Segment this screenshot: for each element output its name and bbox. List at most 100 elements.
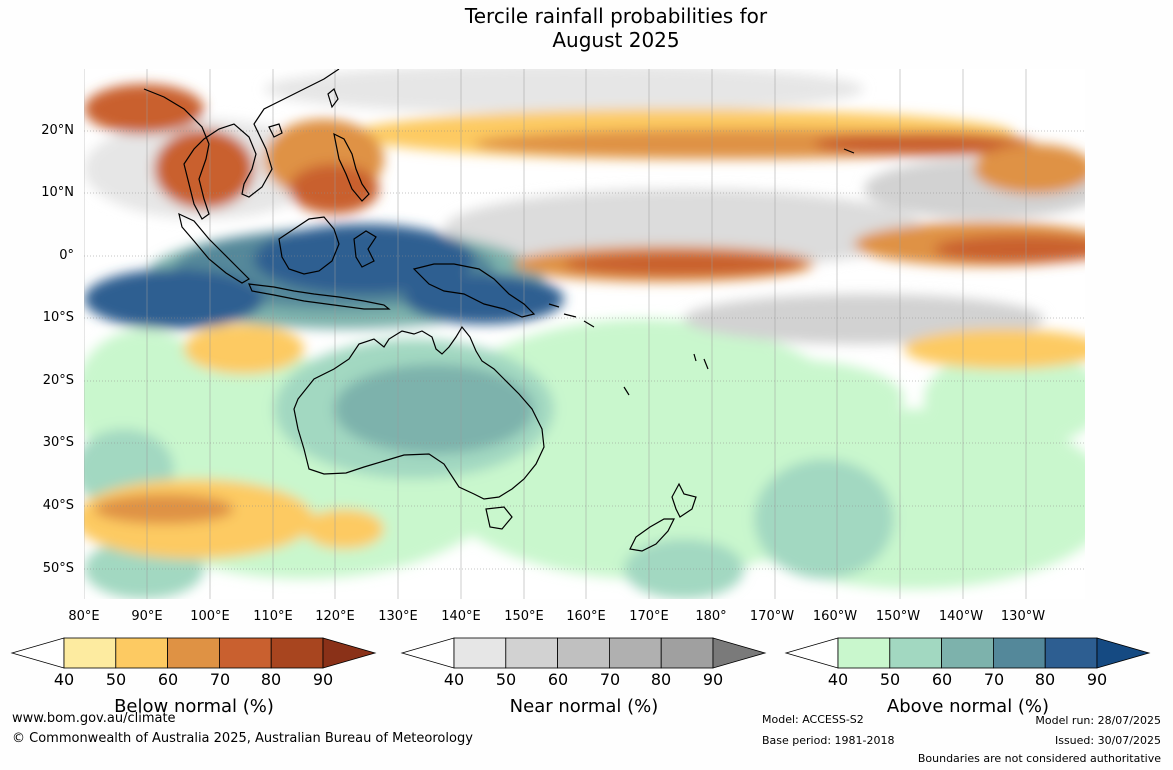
- legend-above-colorbar: [784, 637, 1151, 669]
- legend-near-colorbar: [400, 637, 767, 669]
- legend-above-swatch: [941, 637, 994, 669]
- model-run-date: Model run: 28/07/2025: [1035, 714, 1161, 727]
- lon-label-130e: 130°E: [378, 609, 418, 624]
- java-coastline: [248, 283, 391, 310]
- lat-label-20s: 20°S: [42, 373, 74, 388]
- lon-label-90e: 90°E: [131, 609, 163, 624]
- legend-below-swatch: [270, 637, 324, 669]
- legend-above-tick: 80: [1034, 670, 1056, 689]
- legend-below-tick: 80: [260, 670, 282, 689]
- lon-label-140w: 140°W: [938, 609, 984, 624]
- legend-near-title: Near normal (%): [509, 696, 659, 717]
- southeast-asia-coastline: [143, 69, 340, 220]
- legend-near-tick: 80: [650, 670, 672, 689]
- legend-near-high-arrow: [712, 637, 767, 669]
- website-link[interactable]: www.bom.gov.au/climate: [12, 711, 176, 726]
- legend-below-low-arrow: [10, 637, 65, 669]
- lon-label-180: 180°: [695, 609, 727, 624]
- legend-above-swatch: [1044, 637, 1098, 669]
- chart-title: Tercile rainfall probabilities for Augus…: [0, 4, 1173, 52]
- legend-near-swatch: [608, 637, 662, 669]
- new-zealand-coastline: [629, 482, 697, 552]
- lon-label-160w: 160°W: [812, 609, 858, 624]
- sumatra-coastline: [178, 212, 250, 284]
- legend-above-tick: 40: [827, 670, 849, 689]
- legend-below-tick: 70: [209, 670, 231, 689]
- philippines-coastline: [333, 132, 370, 202]
- base-period: Base period: 1981-2018: [762, 734, 895, 747]
- taiwan-coastline: [327, 88, 339, 109]
- legend-above-swatch: [889, 637, 943, 669]
- legend-near-tick: 40: [443, 670, 465, 689]
- lon-label-150e: 150°E: [504, 609, 544, 624]
- issued-date: Issued: 30/07/2025: [1054, 734, 1161, 747]
- copyright-text: © Commonwealth of Australia 2025, Austra…: [12, 731, 473, 746]
- lon-label-80e: 80°E: [68, 609, 100, 624]
- legend-above-tick: 90: [1086, 670, 1108, 689]
- lon-label-120e: 120°E: [315, 609, 355, 624]
- lon-label-170e: 170°E: [629, 609, 669, 624]
- legend-above-title: Above normal (%): [886, 696, 1050, 717]
- lat-label-50s: 50°S: [42, 561, 74, 576]
- legend-near-swatch: [453, 637, 507, 669]
- legend-below-tick: 90: [312, 670, 334, 689]
- legend-above-low-arrow: [784, 637, 839, 669]
- lat-label-0: 0°: [59, 248, 74, 263]
- legend-below-swatch: [218, 637, 272, 669]
- lat-label-20n: 20°N: [41, 123, 74, 138]
- lat-label-10n: 10°N: [41, 185, 74, 200]
- boundaries-disclaimer: Boundaries are not considered authoritat…: [917, 752, 1161, 765]
- legend-above-tick: 50: [879, 670, 901, 689]
- legend-below-title: Below normal (%): [114, 696, 274, 717]
- legend-near-swatch: [505, 637, 559, 669]
- latitude-gridlines: [84, 130, 1085, 570]
- probability-field: [84, 69, 1085, 599]
- lat-label-30s: 30°S: [42, 435, 74, 450]
- legend-above-normal: [784, 636, 1151, 670]
- legend-below-swatch: [167, 637, 220, 669]
- legend-near-normal: [400, 636, 767, 670]
- legend-near-tick: 50: [495, 670, 517, 689]
- legend-below-tick: 50: [105, 670, 127, 689]
- legend-near-tick: 70: [599, 670, 621, 689]
- lat-label-10s: 10°S: [42, 310, 74, 325]
- coastlines: [143, 69, 855, 552]
- lon-label-150w: 150°W: [875, 609, 921, 624]
- legend-above-swatch: [992, 637, 1046, 669]
- pacific-islands-coastline: [548, 148, 855, 396]
- legend-near-swatch: [660, 637, 714, 669]
- legend-near-tick: 90: [702, 670, 724, 689]
- legend-above-tick: 70: [983, 670, 1005, 689]
- legend-near-low-arrow: [400, 637, 455, 669]
- borneo-coastline: [278, 216, 340, 275]
- new-guinea-coastline: [412, 263, 536, 318]
- legend-above-tick: 60: [931, 670, 953, 689]
- legend-near-tick: 60: [547, 670, 569, 689]
- lon-label-160e: 160°E: [566, 609, 606, 624]
- legend-below-tick: 60: [157, 670, 179, 689]
- legend-below-tick: 40: [53, 670, 75, 689]
- rainfall-probability-map: [84, 69, 1085, 599]
- legend-above-swatch: [837, 637, 891, 669]
- legend-below-colorbar: [10, 637, 377, 669]
- legend-below-swatch: [115, 637, 169, 669]
- lon-label-110e: 110°E: [253, 609, 293, 624]
- sulawesi-coastline: [353, 230, 377, 268]
- hainan-coastline: [268, 123, 283, 138]
- australia-coastline: [293, 325, 545, 500]
- legend-above-high-arrow: [1096, 637, 1151, 669]
- title-line-1: Tercile rainfall probabilities for: [464, 4, 768, 28]
- model-name: Model: ACCESS-S2: [762, 713, 864, 726]
- lon-label-170w: 170°W: [749, 609, 795, 624]
- lon-label-130w: 130°W: [1000, 609, 1046, 624]
- tasmania-coastline: [485, 506, 513, 530]
- lat-label-40s: 40°S: [42, 498, 74, 513]
- title-line-2: August 2025: [552, 28, 680, 52]
- legend-below-high-arrow: [322, 637, 377, 669]
- lon-label-140e: 140°E: [441, 609, 481, 624]
- legend-below-normal: [10, 636, 377, 670]
- lon-label-100e: 100°E: [190, 609, 230, 624]
- legend-below-swatch: [63, 637, 117, 669]
- legend-near-swatch: [557, 637, 610, 669]
- map-svg: [84, 69, 1085, 599]
